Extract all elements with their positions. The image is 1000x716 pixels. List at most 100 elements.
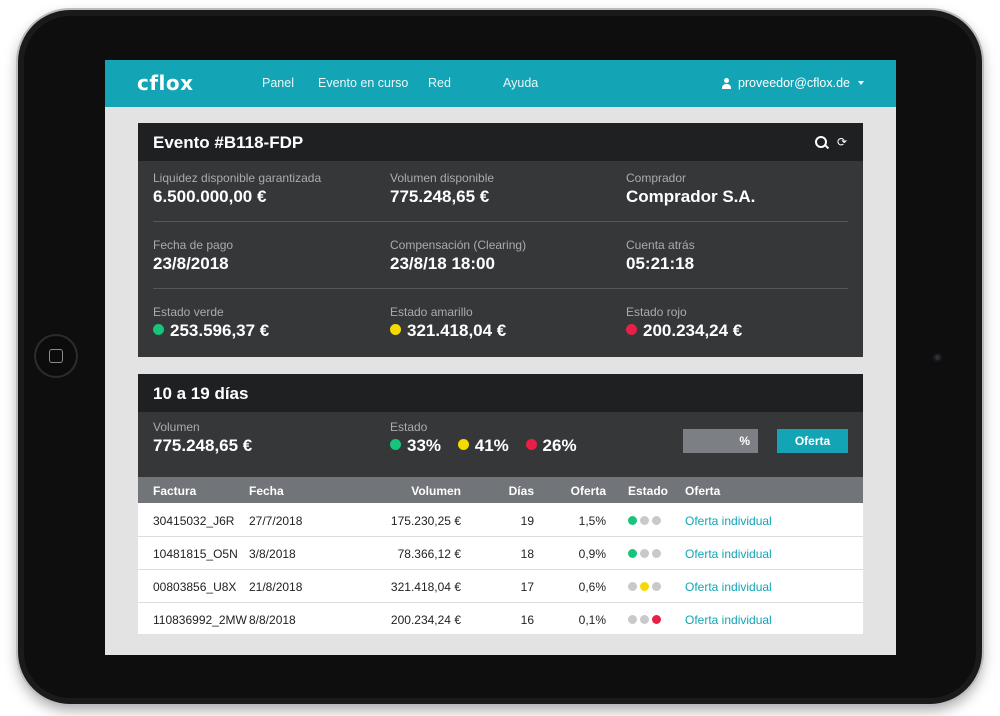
cell-volumen: 175.230,25 € — [390, 514, 461, 528]
yellow-dot-icon — [640, 582, 649, 591]
cell-volumen: 200.234,24 € — [390, 613, 461, 627]
stat-estado-rojo: Estado rojo 200.234,24 € — [626, 305, 742, 341]
cell-volumen: 78.366,12 € — [397, 547, 461, 561]
chevron-down-icon — [858, 81, 864, 85]
stat-value: 23/8/2018 — [153, 254, 229, 273]
stat-label: Cuenta atrás — [626, 238, 695, 252]
nav-panel[interactable]: Panel — [262, 76, 294, 90]
grey-dot-icon — [640, 516, 649, 525]
green-dot-icon — [628, 516, 637, 525]
stat-cuenta-atras: Cuenta atrás 05:21:18 — [626, 238, 695, 274]
search-icon[interactable] — [815, 136, 827, 148]
cell-factura: 110836992_2MW — [153, 613, 247, 627]
user-menu[interactable]: proveedor@cflox.de — [721, 76, 864, 90]
col-volumen[interactable]: Volumen — [411, 484, 461, 498]
home-square-icon — [49, 349, 63, 363]
yellow-status-dot-icon — [457, 439, 469, 451]
cflox-logo[interactable]: cflox — [137, 71, 194, 95]
stat-value: 6.500.000,00 € — [153, 187, 267, 206]
stat-value: 775.248,65 € — [390, 187, 490, 206]
status-dots — [628, 516, 661, 525]
stat-label: Volumen — [153, 420, 200, 434]
invoice-table: Factura Fecha Volumen Días Oferta Estado… — [138, 477, 863, 634]
individual-offer-link[interactable]: Oferta individual — [685, 547, 772, 561]
stat-label: Compensación (Clearing) — [390, 238, 527, 252]
cell-dias: 19 — [520, 514, 534, 528]
nav-ayuda[interactable]: Ayuda — [503, 76, 539, 90]
user-icon — [721, 77, 732, 89]
stat-value-row: 200.234,24 € — [626, 321, 742, 341]
stat-label: Comprador — [626, 171, 687, 185]
event-panel-header: Evento #B118-FDP ⟳ — [138, 123, 863, 161]
stat-label: Fecha de pago — [153, 238, 234, 252]
stat-fecha-pago: Fecha de pago 23/8/2018 — [153, 238, 233, 274]
stat-compensacion: Compensación (Clearing) 23/8/18 18:00 — [390, 238, 526, 274]
stat-label: Liquidez disponible garantizada — [153, 171, 322, 185]
stat-value: 253.596,37 € — [170, 321, 270, 340]
cell-fecha: 3/8/2018 — [249, 547, 296, 561]
stat-label: Estado rojo — [626, 305, 687, 319]
yellow-percentage: 41% — [474, 436, 509, 455]
col-factura[interactable]: Factura — [153, 484, 197, 498]
home-button[interactable] — [34, 334, 78, 378]
offer-button[interactable]: Oferta — [777, 429, 848, 453]
cell-oferta: 0,1% — [578, 613, 606, 627]
cell-fecha: 21/8/2018 — [249, 580, 303, 594]
individual-offer-link[interactable]: Oferta individual — [685, 514, 772, 528]
refresh-icon[interactable]: ⟳ — [837, 135, 848, 149]
cell-dias: 16 — [520, 613, 534, 627]
cell-factura: 30415032_J6R — [153, 514, 235, 528]
green-dot-icon — [628, 549, 637, 558]
col-oferta-individual[interactable]: Oferta — [685, 484, 721, 498]
cell-oferta: 1,5% — [578, 514, 606, 528]
grey-dot-icon — [652, 549, 661, 558]
offer-percentage-input[interactable]: % — [683, 429, 758, 453]
individual-offer-link[interactable]: Oferta individual — [685, 613, 772, 627]
stat-value: 321.418,04 € — [407, 321, 507, 340]
grey-dot-icon — [652, 582, 661, 591]
table-row: 30415032_J6R 27/7/2018 175.230,25 € 19 1… — [138, 503, 863, 537]
cell-fecha: 8/8/2018 — [249, 613, 296, 627]
stat-value: 05:21:18 — [626, 254, 695, 273]
stat-label: Volumen disponible — [390, 171, 495, 185]
stat-comprador: Comprador Comprador S.A. — [626, 171, 755, 207]
range-volume: Volumen 775.248,65 € — [153, 420, 252, 456]
red-status-dot-icon — [525, 439, 537, 451]
status-dots — [628, 615, 661, 624]
user-email: proveedor@cflox.de — [737, 76, 850, 90]
grey-dot-icon — [652, 516, 661, 525]
status-dots — [628, 582, 661, 591]
range-status: Estado 33% 41% 26% — [390, 420, 577, 456]
stat-label: Estado — [390, 420, 428, 434]
red-status-dot-icon — [626, 324, 637, 336]
individual-offer-link[interactable]: Oferta individual — [685, 580, 772, 594]
grey-dot-icon — [628, 615, 637, 624]
col-dias[interactable]: Días — [508, 484, 534, 498]
event-panel: Evento #B118-FDP ⟳ Liquidez disponible g… — [138, 123, 863, 357]
col-oferta[interactable]: Oferta — [570, 484, 606, 498]
yellow-status-dot-icon — [390, 324, 401, 336]
cell-oferta: 0,9% — [578, 547, 606, 561]
screen: cflox Panel Evento en curso Red Ayuda pr… — [105, 60, 896, 655]
cell-dias: 18 — [520, 547, 534, 561]
cell-oferta: 0,6% — [578, 580, 606, 594]
stat-value: 23/8/18 18:00 — [390, 254, 495, 273]
table-row: 110836992_2MW 8/8/2018 200.234,24 € 16 0… — [138, 602, 863, 635]
nav-red[interactable]: Red — [428, 76, 451, 90]
red-dot-icon — [652, 615, 661, 624]
grey-dot-icon — [628, 582, 637, 591]
camera-icon — [933, 353, 942, 362]
stat-liquidez: Liquidez disponible garantizada 6.500.00… — [153, 171, 321, 207]
divider — [153, 288, 848, 289]
table-row: 10481815_O5N 3/8/2018 78.366,12 € 18 0,9… — [138, 536, 863, 570]
status-percentages: 33% 41% 26% — [390, 436, 577, 456]
green-percentage: 33% — [407, 436, 442, 455]
col-fecha[interactable]: Fecha — [249, 484, 284, 498]
cell-dias: 17 — [520, 580, 534, 594]
stat-estado-amarillo: Estado amarillo 321.418,04 € — [390, 305, 506, 341]
cell-factura: 10481815_O5N — [153, 547, 238, 561]
event-title: Evento #B118-FDP — [153, 133, 304, 152]
col-estado[interactable]: Estado — [628, 484, 669, 498]
cell-volumen: 321.418,04 € — [390, 580, 461, 594]
nav-evento-en-curso[interactable]: Evento en curso — [318, 76, 409, 90]
